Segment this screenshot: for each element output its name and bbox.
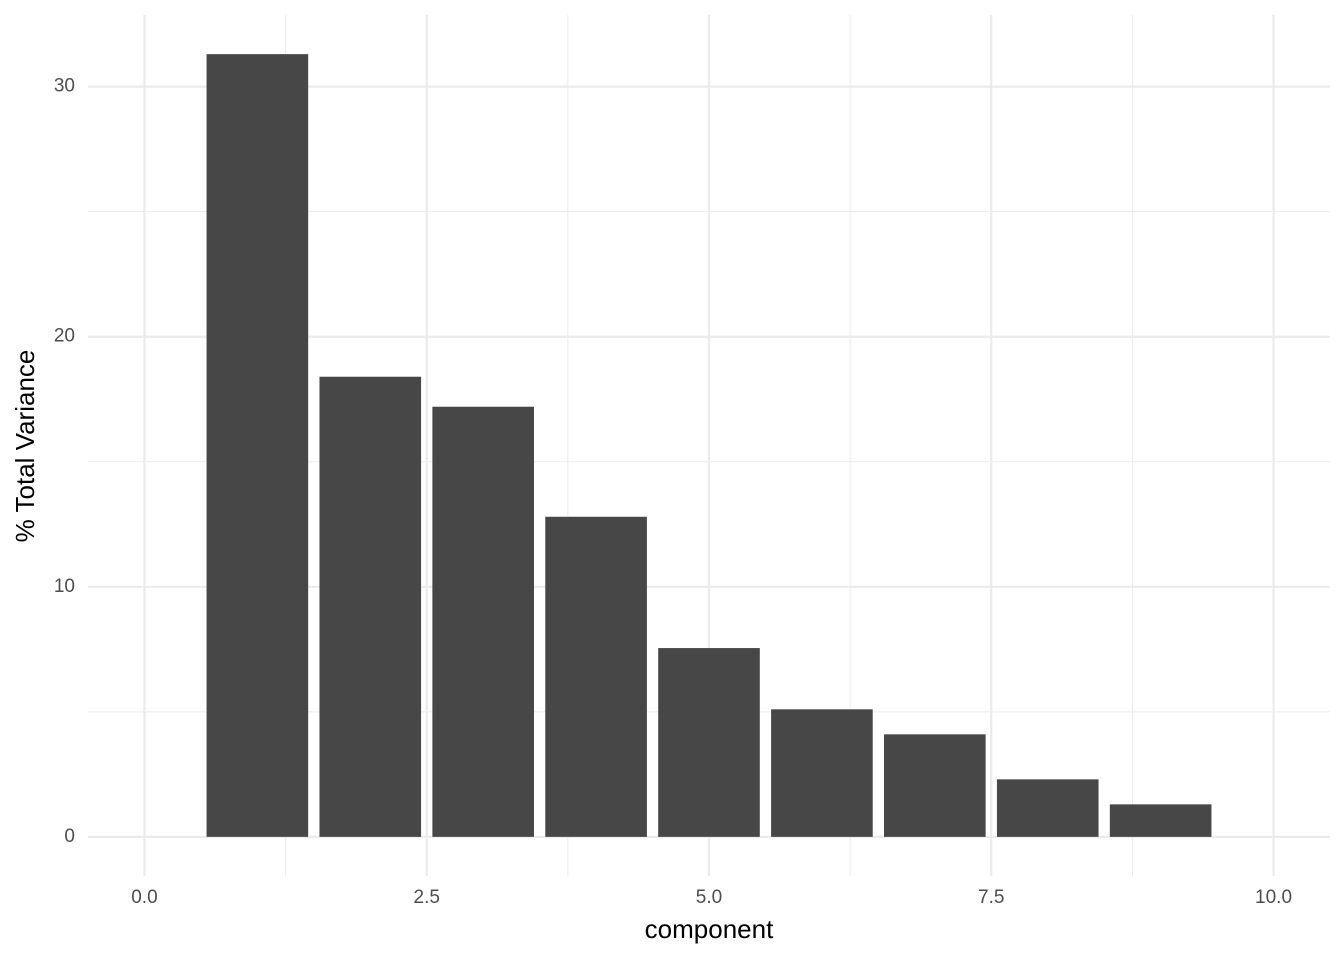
bar bbox=[658, 648, 760, 837]
y-tick-label: 10 bbox=[54, 576, 75, 597]
x-tick-label: 0.0 bbox=[131, 887, 157, 908]
bar bbox=[1109, 804, 1212, 837]
y-tick-label: 0 bbox=[64, 826, 75, 847]
x-tick-label: 2.5 bbox=[414, 887, 440, 908]
bar bbox=[432, 406, 534, 837]
bar bbox=[206, 54, 309, 837]
y-axis-title: % Total Variance bbox=[10, 350, 40, 543]
bar bbox=[884, 734, 986, 837]
bar bbox=[319, 376, 422, 837]
y-tick-label: 20 bbox=[54, 326, 75, 347]
bar bbox=[996, 779, 1099, 837]
bar bbox=[771, 709, 873, 837]
x-axis-title: component bbox=[645, 914, 774, 944]
x-tick-label: 5.0 bbox=[696, 887, 722, 908]
x-tick-label: 10.0 bbox=[1255, 887, 1292, 908]
bar bbox=[545, 516, 647, 837]
y-tick-label: 30 bbox=[54, 76, 75, 97]
x-tick-label: 7.5 bbox=[978, 887, 1004, 908]
